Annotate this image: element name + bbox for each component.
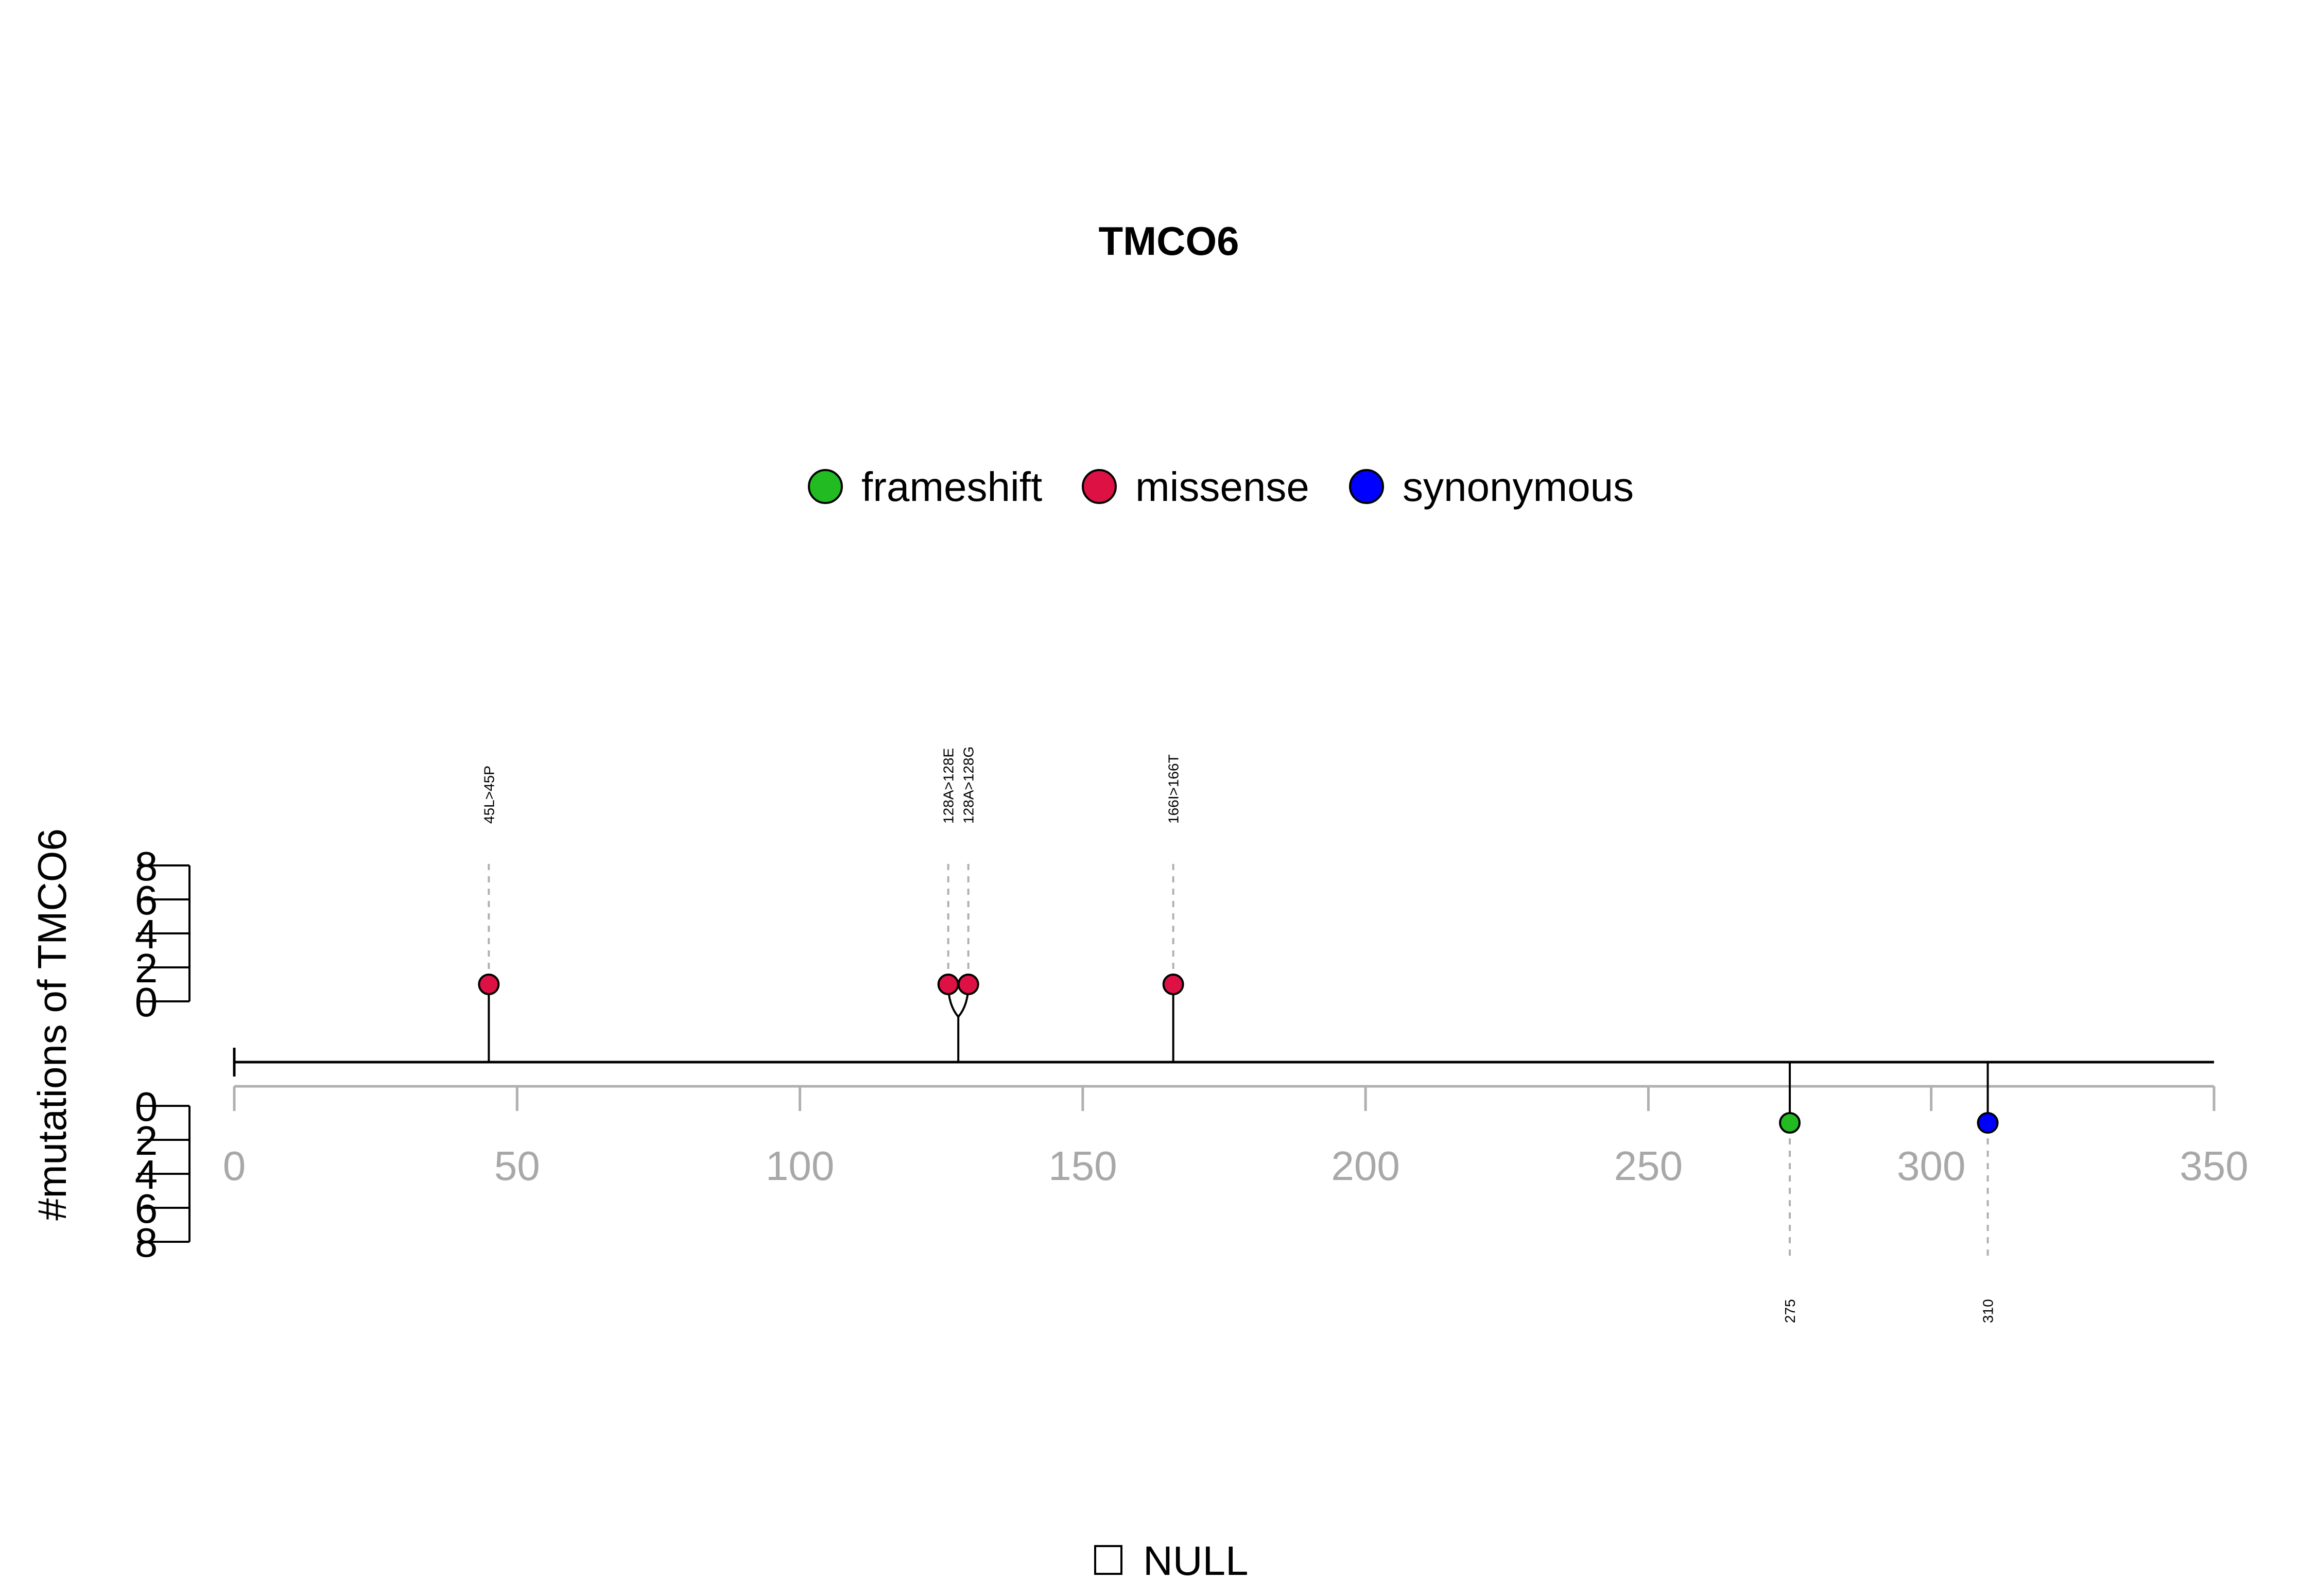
mutation-point-275	[1779, 1112, 1801, 1134]
legend-marker-frameshift	[808, 469, 843, 504]
x-tick-label-300: 300	[1897, 1143, 1965, 1189]
top-mutations: 45L>45P 128A>128E 128A>128G 166I>166T	[478, 747, 1184, 1062]
mutation-point-166I>166T	[1162, 974, 1184, 995]
domain-legend: NULL	[1094, 1538, 1249, 1584]
x-tick-label-150: 150	[1048, 1143, 1117, 1189]
mutation-label-128A>128G: 128A>128G	[961, 747, 977, 824]
y-axis-label: #mutations of TMCO6	[29, 828, 75, 1221]
y-tick-label-top-8: 8	[135, 843, 158, 889]
legend-marker-synonymous	[1349, 469, 1384, 504]
mutation-point-45L>45P	[478, 974, 500, 995]
mutation-point-310	[1977, 1112, 1999, 1134]
legend-label-synonymous: synonymous	[1403, 464, 1634, 510]
legend-marker-missense	[1082, 469, 1117, 504]
mutation-label-310: 310	[1980, 1299, 1996, 1323]
bottom-mutations: 275 310	[1779, 1062, 1999, 1323]
x-tick-label-250: 250	[1614, 1143, 1683, 1189]
mutation-label-166I>166T: 166I>166T	[1166, 754, 1182, 824]
x-tick-label-350: 350	[2180, 1143, 2248, 1189]
legend-label-missense: missense	[1135, 464, 1309, 510]
protein-backbone	[233, 1048, 2214, 1077]
legend: frameshift missense synonymous	[808, 464, 1634, 510]
mutation-label-45L>45P: 45L>45P	[481, 766, 497, 824]
y-tick-label-bottom-6: 6	[135, 1186, 158, 1231]
chart-title: TMCO6	[1099, 218, 1239, 264]
x-axis: 0 50 100 150 200 250 300 350	[223, 1085, 2249, 1189]
mutation-point-128A>128G	[957, 974, 979, 995]
y-tick-label-bottom-0: 0	[135, 1084, 158, 1130]
y-tick-label-top-4: 4	[135, 911, 158, 957]
null-legend-box	[1094, 1545, 1122, 1575]
y-tick-label-bottom-2: 2	[135, 1118, 158, 1164]
y-tick-label-bottom-4: 4	[135, 1152, 158, 1198]
mutation-label-275: 275	[1782, 1299, 1798, 1323]
null-legend-label: NULL	[1143, 1538, 1249, 1584]
x-tick-label-200: 200	[1331, 1143, 1399, 1189]
legend-label-frameshift: frameshift	[861, 464, 1042, 510]
y-tick-label-top-0: 0	[135, 979, 158, 1025]
y-tick-label-top-2: 2	[135, 945, 158, 991]
x-tick-label-0: 0	[223, 1143, 246, 1189]
x-tick-label-50: 50	[494, 1143, 540, 1189]
y-tick-label-top-6: 6	[135, 877, 158, 923]
mutation-point-128A>128E	[937, 974, 959, 995]
mutation-label-128A>128E: 128A>128E	[941, 748, 957, 824]
x-tick-label-100: 100	[766, 1143, 834, 1189]
y-tick-label-bottom-8: 8	[135, 1220, 158, 1265]
